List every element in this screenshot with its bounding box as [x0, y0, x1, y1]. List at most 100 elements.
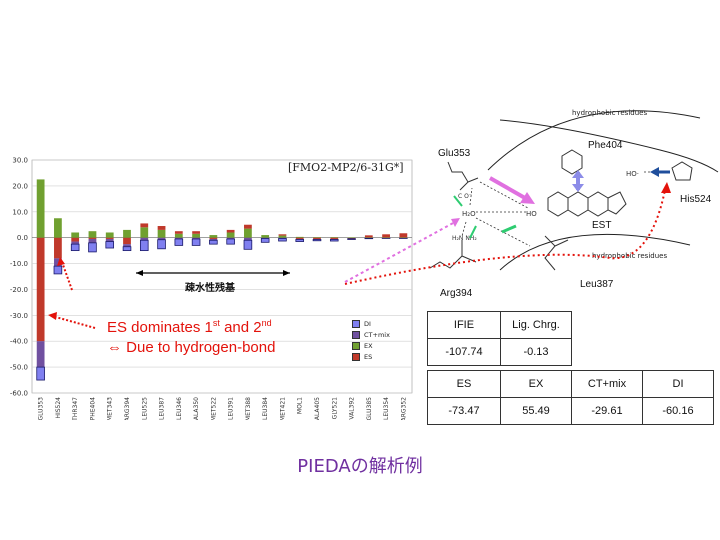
di-value: -60.16 — [642, 397, 714, 425]
bar-di-arg352 — [399, 237, 408, 239]
water-oxygen: H₂O — [462, 210, 476, 218]
bar-ex-glu385 — [364, 237, 373, 238]
note-text-2: and 2 — [219, 319, 262, 336]
bar-es-arg352 — [399, 233, 408, 238]
x-axis-categories: GLU353 HIS524 THR347 PHE404 MET343 ARG394 LEU5… — [38, 397, 408, 420]
arg394-label: Arg394 — [440, 288, 473, 299]
es-dominates-note: ES dominates 1st and 2nd — [107, 318, 272, 336]
legend-swatch-ex — [352, 341, 360, 350]
note-text-1: ES dominates 1 — [107, 319, 213, 336]
bar-es-val392 — [347, 237, 356, 239]
ctmix-value: -29.61 — [571, 397, 643, 425]
glu353-sidechain — [447, 161, 479, 191]
bar-ctmix-met522 — [209, 238, 218, 241]
bar-es-met388 — [244, 224, 252, 229]
bar-ex-met343 — [105, 232, 114, 238]
x-category-label: GLY521 — [331, 397, 338, 419]
hydrogen-bond-note: ⇔ Due to hydrogen-bond — [107, 339, 276, 356]
bar-es-gly521 — [330, 237, 339, 239]
bar-di-ala405 — [312, 239, 322, 242]
x-category-label: LEU387 — [159, 397, 166, 420]
bar-es-met522 — [209, 237, 218, 239]
note-arrow-his524-head — [57, 257, 65, 266]
red-curve-head — [661, 182, 671, 193]
leu387-label: Leu387 — [580, 279, 614, 290]
bar-es-leu391 — [226, 229, 235, 233]
calculation-method-label: [FMO2-MP2/6-31G*] — [288, 161, 404, 174]
y-tick-label: -10.0 — [10, 260, 28, 268]
bar-es-met343 — [105, 237, 114, 239]
bar-ctmix-ala350 — [192, 237, 200, 239]
y-axis-ticks: 30.0 20.0 10.0 0.0 -10.0 -20.0 -30.0 -40.0 -50.0… — [10, 157, 28, 398]
lavender-arrow-head — [572, 170, 584, 178]
phe404-label: Phe404 — [588, 140, 623, 151]
y-tick-label: 30.0 — [12, 157, 28, 165]
bar-es-ala350 — [192, 231, 200, 234]
bar-di-leu391 — [226, 238, 235, 245]
x-category-label: MET388 — [245, 397, 252, 420]
bar-di-phe404 — [88, 242, 97, 253]
bar-ex-met421 — [278, 235, 287, 238]
bar-ctmix-his524 — [54, 258, 62, 267]
bar-ex-ala405 — [313, 237, 321, 238]
di-header: DI — [642, 370, 714, 398]
legend-label-di: DI — [364, 319, 371, 328]
bar-es-met421 — [278, 234, 287, 236]
x-category-label: LEU525 — [141, 397, 148, 420]
legend-item-es: ES — [352, 351, 390, 362]
pocket-arc-upper — [487, 110, 701, 171]
ctmix-header: CT+mix — [571, 370, 643, 398]
x-category-label: VAL392 — [349, 397, 356, 420]
bar-ex-leu391 — [226, 232, 235, 238]
bar-di-glu385 — [364, 237, 374, 240]
legend-item-di: DI — [352, 318, 390, 329]
est-label: EST — [592, 220, 611, 231]
x-category-label: MOL1 — [297, 397, 304, 414]
bar-es-his524 — [54, 237, 62, 259]
interaction-diagram: hydrophobic residues hydrophobic residue… — [344, 109, 719, 299]
y-tick-label: -20.0 — [10, 286, 28, 294]
bar-di-met522 — [209, 239, 218, 245]
y-tick-label: -50.0 — [10, 364, 28, 372]
bar-es-ala405 — [313, 237, 321, 239]
bar-di-thr347 — [70, 243, 80, 252]
bar-ex-met388 — [244, 228, 252, 238]
x-category-label: LEU346 — [176, 397, 183, 420]
bar-di-leu525 — [139, 239, 149, 252]
x-category-label: LEU354 — [383, 397, 390, 420]
es-value: -73.47 — [427, 397, 501, 425]
x-category-label: MET522 — [210, 397, 217, 420]
bar-es-glu385 — [364, 235, 373, 238]
bar-ctmix-met388 — [244, 237, 252, 241]
magenta-pointer — [344, 221, 456, 283]
ifie-value: -107.74 — [427, 338, 501, 366]
phe404-ring — [561, 149, 583, 175]
red-curve-his524 — [344, 189, 666, 285]
green-arrow-left — [453, 195, 463, 207]
x-category-label: GLU385 — [366, 397, 373, 420]
green-arrow-right — [501, 224, 517, 234]
bar-di-leu384 — [260, 238, 270, 243]
bar-di-leu346 — [174, 238, 184, 246]
x-category-label: HIS524 — [55, 397, 62, 419]
bar-ex-phe404 — [88, 231, 97, 238]
bar-ex-ala350 — [192, 233, 200, 238]
note-arrow-glu353 — [51, 315, 96, 329]
pocket-arc-lower — [499, 233, 691, 271]
pieda-table: ES EX CT+mix DI -73.47 55.49 -29.61 -60.… — [427, 370, 714, 425]
bar-es-arg394 — [123, 237, 131, 245]
green-arrow-down — [469, 225, 477, 239]
note-arrow-glu353-head — [48, 312, 57, 320]
bar-ex-arg352 — [399, 237, 408, 238]
bar-ex-leu346 — [174, 233, 183, 238]
blue-arrow-head — [650, 167, 659, 177]
bar-ctmix-met343 — [105, 238, 114, 242]
legend-label-es: ES — [364, 352, 373, 361]
bar-ctmix-arg394 — [123, 244, 131, 247]
y-tick-label: 20.0 — [12, 182, 28, 190]
lavender-arrow-head-2 — [572, 184, 584, 192]
bar-es-leu387 — [157, 226, 166, 230]
glu353-label: Glu353 — [438, 148, 471, 159]
ex-value: 55.49 — [500, 397, 572, 425]
arg394-atoms: H₂N NH₂ — [452, 235, 477, 242]
